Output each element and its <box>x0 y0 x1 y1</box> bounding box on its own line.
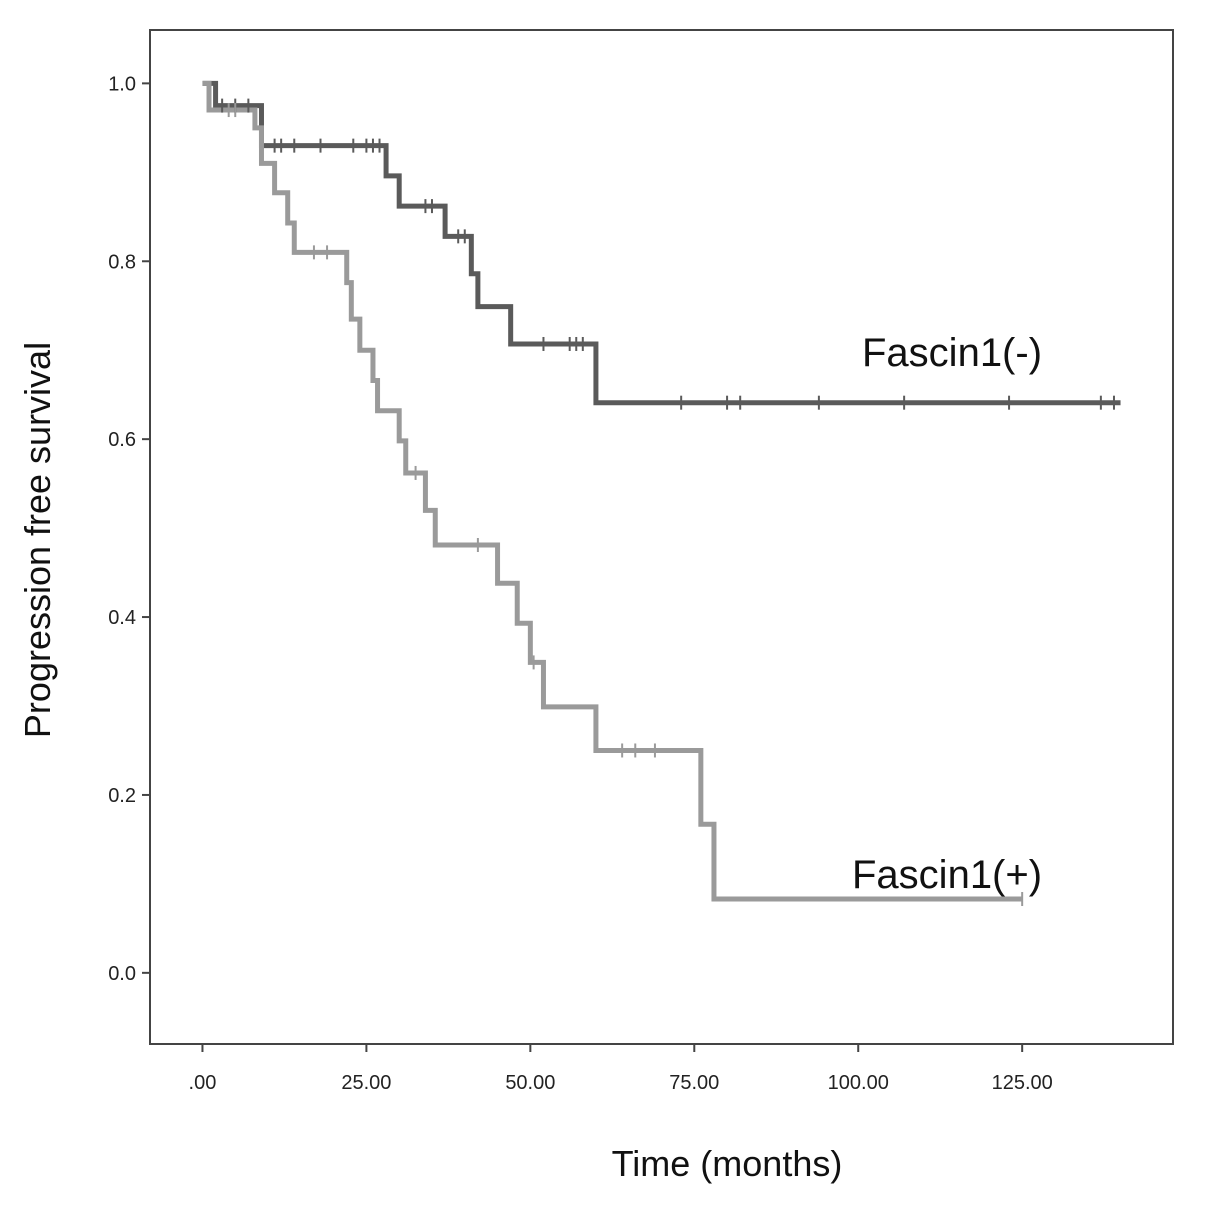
x-tick-label: 50.00 <box>505 1072 555 1094</box>
y-tick-label: 0.6 <box>108 429 136 451</box>
survival-curves <box>202 80 1121 902</box>
survival-curve-fascin-neg <box>202 80 1121 406</box>
x-axis-ticks: .00 25.00 50.00 75.00 100.00 125.00 <box>189 1044 1053 1094</box>
x-tick-label: .00 <box>189 1072 217 1094</box>
y-tick-label: 0.8 <box>108 251 136 273</box>
y-tick-label: 1.0 <box>108 73 136 95</box>
y-axis-ticks: 0.0 0.2 0.4 0.6 0.8 1.0 <box>108 73 150 985</box>
series-label-fascin-neg: Fascin1(-) <box>862 331 1042 375</box>
series-label-fascin-pos: Fascin1(+) <box>852 853 1042 897</box>
y-tick-label: 0.4 <box>108 607 136 629</box>
x-axis-title: Time (months) <box>612 1143 843 1184</box>
y-axis-title: Progression free survival <box>17 342 58 738</box>
x-tick-label: 125.00 <box>992 1072 1053 1094</box>
plot-frame <box>149 29 1174 1045</box>
x-tick-label: 75.00 <box>669 1072 719 1094</box>
x-tick-label: 25.00 <box>341 1072 391 1094</box>
survival-curve-fascin-pos <box>202 80 1023 902</box>
x-tick-label: 100.00 <box>828 1072 889 1094</box>
y-tick-label: 0.2 <box>108 785 136 807</box>
censor-marks <box>221 98 1115 907</box>
y-tick-label: 0.0 <box>108 963 136 985</box>
